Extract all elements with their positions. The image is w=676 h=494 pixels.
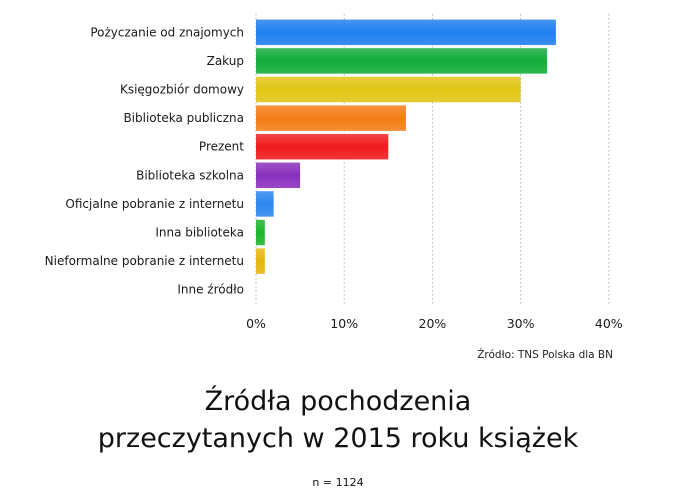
- x-tick-label: 10%: [330, 316, 358, 331]
- bar: [256, 162, 301, 189]
- chart-title-line-1: Źródła pochodzenia: [204, 386, 472, 417]
- category-labels: Pożyczanie od znajomych Zakup Księgozbiór …: [45, 25, 245, 296]
- x-tick-label: 30%: [507, 316, 535, 331]
- category-label: Oficjalne pobranie z internetu: [65, 197, 244, 211]
- bars: [256, 19, 556, 274]
- bar: [256, 248, 265, 274]
- bar: [256, 219, 265, 246]
- category-label: Pożyczanie od znajomych: [90, 25, 244, 39]
- category-label: Księgozbiór domowy: [120, 83, 244, 97]
- bar: [256, 191, 274, 217]
- bar: [256, 105, 406, 131]
- category-label: Zakup: [207, 54, 244, 68]
- bar: [256, 48, 548, 74]
- category-label: Prezent: [199, 140, 244, 154]
- x-tick-label: 0%: [246, 316, 266, 331]
- x-tick-labels: 0% 10% 20% 30% 40%: [246, 316, 623, 331]
- x-tick-label: 20%: [419, 316, 447, 331]
- bar: [256, 19, 556, 46]
- chart-title-line-2: przeczytanych w 2015 roku książek: [97, 423, 579, 454]
- bar: [256, 133, 389, 160]
- sample-size-note: n = 1124: [312, 476, 364, 489]
- category-label: Biblioteka szkolna: [136, 168, 244, 182]
- source-note: Źródło: TNS Polska dla BN: [477, 349, 613, 361]
- category-label: Inne źródło: [177, 283, 244, 297]
- x-tick-label: 40%: [595, 316, 623, 331]
- category-label: Nieformalne pobranie z internetu: [45, 254, 244, 268]
- category-label: Inna biblioteka: [155, 226, 244, 240]
- bar-chart: Pożyczanie od znajomych Zakup Księgozbiór …: [45, 14, 623, 331]
- bar: [256, 76, 521, 103]
- category-label: Biblioteka publiczna: [123, 111, 244, 125]
